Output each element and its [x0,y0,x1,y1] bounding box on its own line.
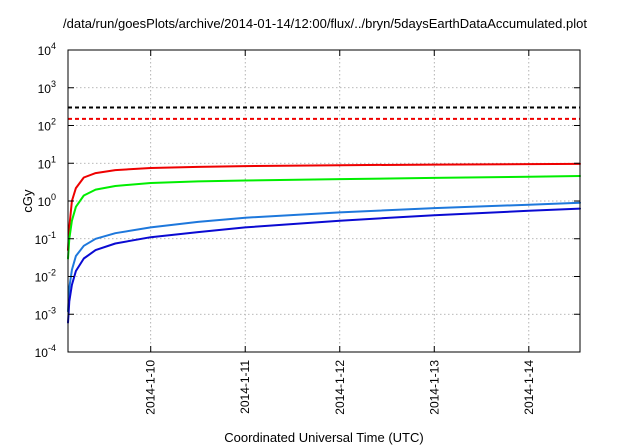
series-line-5 [67,201,581,313]
x-tick-label: 2014-1-12 [333,360,347,415]
x-axis-label: Coordinated Universal Time (UTC) [224,430,423,445]
axis-ticks [68,49,580,353]
plot-series [67,106,581,324]
x-tick-label: 2014-1-13 [427,360,441,415]
y-axis-label: cGy [20,189,35,213]
grid [68,50,580,352]
y-tick-labels: 10-4 10-3 10-2 10-1 100 101 102 103 104 [35,41,56,360]
y-tick-label: 102 [38,117,56,134]
x-tick-label: 2014-1-14 [522,360,536,415]
y-tick-label: 101 [38,154,56,171]
x-tick-labels: 2014-1-10 2014-1-11 2014-1-12 2014-1-13 2014… [144,360,536,415]
y-tick-label: 10-3 [35,305,56,322]
chart-title: /data/run/goesPlots/archive/2014-01-14/1… [63,16,587,31]
series-line-4 [67,175,581,260]
x-tick-label: 2014-1-11 [238,360,252,414]
y-tick-label: 10-4 [35,343,56,360]
y-tick-label: 10-2 [35,268,56,285]
series-line-3 [67,162,581,252]
x-tick-label: 2014-1-10 [144,360,158,415]
y-tick-label: 100 [38,192,56,209]
y-tick-label: 10-1 [35,230,56,247]
series-line-6 [67,207,581,324]
y-tick-label: 103 [38,79,56,96]
y-tick-label: 104 [38,41,56,58]
